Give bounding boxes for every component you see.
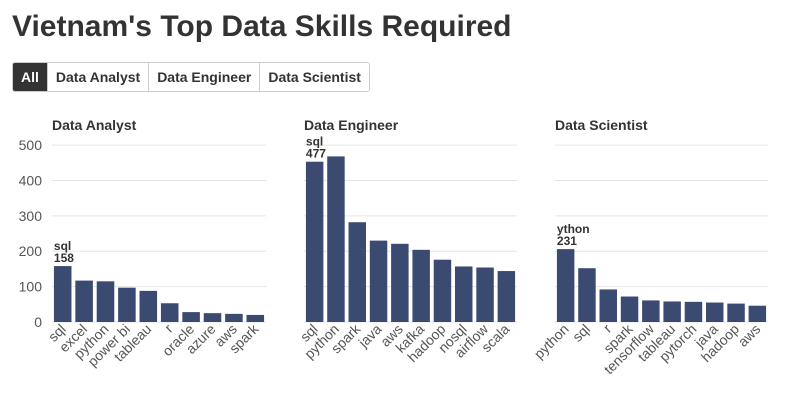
page-title: Vietnam's Top Data Skills Required (12, 10, 512, 43)
x-tick-label: python (531, 321, 572, 362)
bar (620, 296, 639, 322)
bar (727, 303, 745, 322)
bar (706, 302, 724, 322)
x-tick-label: aws (735, 321, 764, 350)
y-tick-label: 0 (34, 314, 42, 330)
bar (556, 249, 575, 322)
tab-data-analyst[interactable]: Data Analyst (46, 63, 149, 91)
bar (246, 314, 265, 322)
bar (476, 267, 494, 322)
tab-data-engineer[interactable]: Data Engineer (148, 63, 260, 91)
y-tick-label: 200 (19, 243, 43, 259)
bar (53, 266, 72, 322)
bar (75, 280, 93, 322)
bar (391, 243, 409, 322)
y-tick-label: 300 (19, 208, 43, 224)
bar (139, 290, 158, 322)
bar (455, 266, 473, 322)
bar (412, 249, 430, 322)
bar-annotation-value: 158 (54, 251, 74, 265)
bar (305, 161, 324, 322)
bar (599, 289, 617, 322)
bar-annotation-name: sql (306, 135, 323, 149)
bar (203, 313, 222, 322)
bar (497, 271, 516, 322)
tab-data-scientist[interactable]: Data Scientist (259, 63, 369, 91)
bar (642, 300, 660, 322)
bar-annotation-name: sql (54, 239, 71, 253)
tab-all[interactable]: All (13, 63, 47, 91)
panel-title: Data Engineer (304, 117, 399, 133)
bar (225, 313, 243, 322)
bar-annotation-value: 477 (306, 147, 326, 161)
bar (748, 305, 767, 322)
bar (369, 240, 388, 322)
y-tick-label: 100 (19, 279, 43, 295)
y-tick-label: 500 (19, 137, 43, 153)
x-tick-label: sql (569, 321, 593, 345)
bar (433, 259, 452, 322)
bar (684, 301, 703, 322)
bar (578, 268, 596, 322)
panel-title: Data Analyst (52, 117, 137, 133)
bar (327, 156, 345, 322)
bar (348, 222, 366, 322)
y-tick-label: 400 (19, 172, 43, 188)
bar-annotation-name: ython (557, 222, 590, 236)
bar (118, 287, 136, 322)
bar (182, 312, 200, 322)
bar (663, 301, 681, 322)
job-title-tabs: All Data Analyst Data Engineer Data Scie… (12, 62, 370, 92)
bar-annotation-value: 231 (557, 234, 577, 248)
bar (160, 303, 179, 322)
panel-title: Data Scientist (555, 117, 648, 133)
bar (96, 281, 115, 322)
